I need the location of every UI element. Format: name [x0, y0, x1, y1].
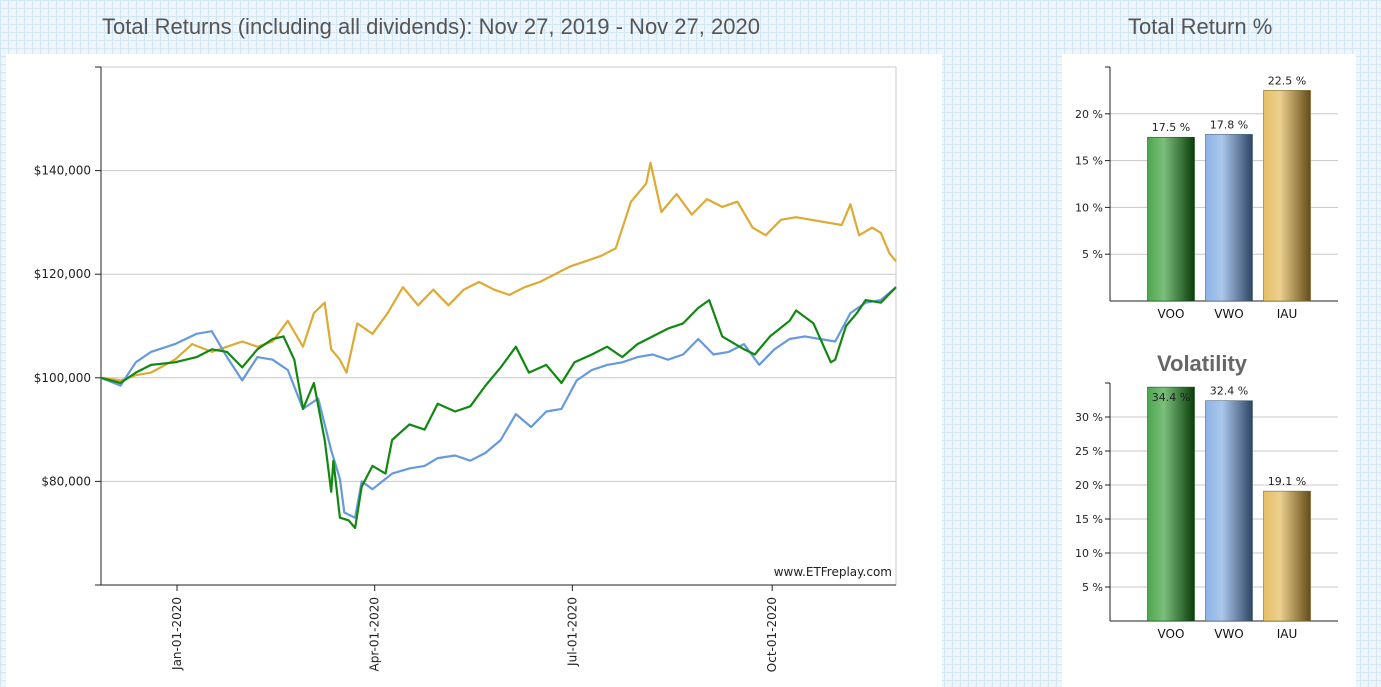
bar-value-label: 17.8 %	[1210, 118, 1248, 131]
bar-voo	[1147, 386, 1195, 622]
y-tick-label: 20 %	[1075, 108, 1103, 121]
y-tick-label: $120,000	[34, 267, 91, 281]
bar-value-label: 17.5 %	[1152, 121, 1190, 134]
bar-voo	[1147, 136, 1195, 302]
y-tick-label: 15 %	[1075, 155, 1103, 168]
series-line-voo	[100, 286, 897, 530]
y-tick-label: 5 %	[1082, 248, 1103, 261]
bar-iau	[1263, 90, 1311, 302]
total-return-bar-chart: 5 % 10 % 15 % 20 % 17.5 % VOO 17.8 % VWO 22.5 % I…	[1075, 66, 1338, 321]
bar-category-label: VWO	[1214, 627, 1244, 641]
bar-value-label: 22.5 %	[1268, 74, 1306, 87]
y-tick-label: 15 %	[1075, 513, 1103, 526]
y-tick-label: 30 %	[1075, 411, 1103, 424]
line-chart: $80,000 $100,000 $120,000 $140,000 Jan-01-20…	[34, 66, 897, 672]
y-tick-label: 5 %	[1082, 581, 1103, 594]
total-return-title: Total Return %	[1128, 14, 1273, 39]
bar-value-label: 19.1 %	[1268, 475, 1306, 488]
volatility-bar-chart: Volatility 5 % 10 % 15 % 20 % 25 % 30 % 34.4 % V…	[1075, 351, 1338, 641]
bar-category-label: IAU	[1277, 627, 1298, 641]
bar-category-label: VWO	[1214, 307, 1244, 321]
bar-value-label: 34.4 %	[1152, 391, 1190, 404]
y-tick-label: 20 %	[1075, 479, 1103, 492]
x-tick-label: Apr-01-2020	[368, 597, 382, 671]
bar-category-label: VOO	[1158, 627, 1185, 641]
y-tick-label: $100,000	[34, 371, 91, 385]
y-tick-label: 10 %	[1075, 547, 1103, 560]
bar-vwo	[1205, 400, 1253, 622]
bar-category-label: VOO	[1158, 307, 1185, 321]
volatility-title: Volatility	[1157, 351, 1248, 376]
watermark-text: www.ETFreplay.com	[774, 565, 892, 579]
x-tick-label: Oct-01-2020	[765, 597, 779, 672]
y-tick-label: 10 %	[1075, 201, 1103, 214]
series-line-vwo	[100, 286, 897, 519]
y-tick-label: 25 %	[1075, 445, 1103, 458]
x-tick-label: Jul-01-2020	[565, 597, 579, 667]
bar-value-label: 32.4 %	[1210, 385, 1248, 398]
main-chart-title: Total Returns (including all dividends):…	[102, 14, 760, 39]
x-tick-label: Jan-01-2020	[170, 597, 184, 671]
y-tick-label: $80,000	[41, 474, 91, 488]
y-tick-label: $140,000	[34, 164, 91, 178]
bar-iau	[1263, 490, 1311, 622]
bar-vwo	[1205, 134, 1253, 302]
line-chart-panel	[6, 54, 942, 687]
bar-category-label: IAU	[1277, 307, 1298, 321]
